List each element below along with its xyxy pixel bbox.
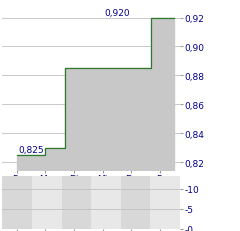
Bar: [62, 177, 91, 229]
Bar: [91, 177, 121, 229]
Text: 0,920: 0,920: [104, 9, 130, 18]
Bar: [32, 177, 62, 229]
Bar: [150, 177, 180, 229]
Text: 0,825: 0,825: [18, 146, 44, 155]
Bar: [2, 177, 32, 229]
Bar: [121, 177, 150, 229]
